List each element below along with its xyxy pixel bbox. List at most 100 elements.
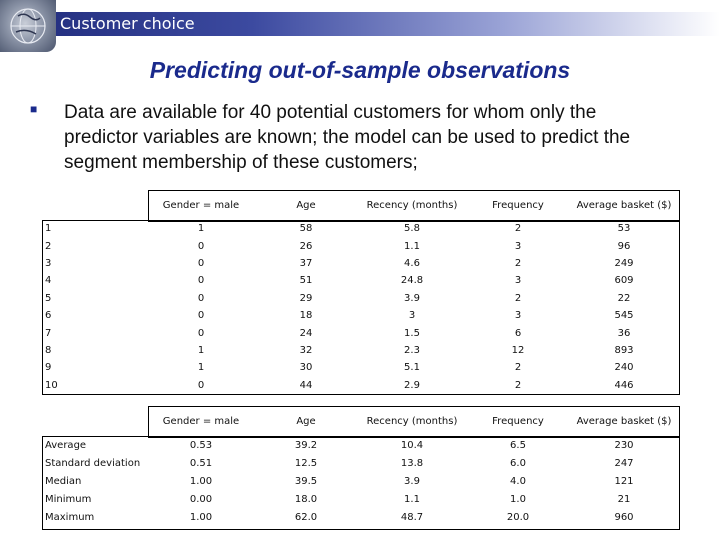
bullet-point: ■ Data are available for 40 potential cu… — [30, 100, 670, 175]
table-cell: 0.53 — [189, 439, 213, 451]
table-cell: 1 — [197, 362, 205, 374]
table-row: 2 0 26 1.1 3 96 — [42, 237, 678, 254]
table-cell: 3 — [408, 310, 416, 322]
table-cell: 0 — [197, 310, 205, 322]
table-cell: 1.5 — [404, 327, 420, 339]
table-cell: 10.4 — [400, 439, 424, 451]
table-cell: 2 — [514, 223, 522, 235]
table-cell: 18 — [299, 310, 313, 322]
table-cell: 240 — [614, 362, 634, 374]
table-cell: 0 — [197, 257, 205, 269]
table-cell: 1.00 — [189, 511, 213, 523]
table-row: 9 1 30 5.1 2 240 — [42, 359, 678, 376]
table-cell: 12.5 — [294, 457, 318, 469]
table-cell: 62.0 — [294, 511, 318, 523]
row-label: 3 — [45, 257, 52, 269]
table-row: Minimum 0.00 18.0 1.1 1.0 21 — [42, 490, 678, 508]
table-cell: 18.0 — [294, 493, 318, 505]
table-row: Maximum 1.00 62.0 48.7 20.0 960 — [42, 508, 678, 526]
column-header: Age — [296, 200, 316, 211]
row-label: Standard deviation — [45, 457, 141, 469]
row-label: 9 — [45, 362, 52, 374]
table-cell: 446 — [614, 379, 634, 391]
table2-body-frame — [42, 436, 680, 530]
table-cell: 30 — [299, 362, 313, 374]
bullet-text: Data are available for 40 potential cust… — [64, 102, 631, 173]
column-header: Frequency — [492, 416, 544, 427]
table-row: 10 0 44 2.9 2 446 — [42, 377, 678, 394]
column-header: Gender = male — [162, 416, 240, 427]
table-header-row: Gender = male Age Recency (months) Frequenc… — [42, 191, 678, 220]
table-cell: 0 — [197, 379, 205, 391]
column-header: Age — [296, 416, 316, 427]
table-cell: 247 — [614, 457, 634, 469]
table-row: 1 1 58 5.8 2 53 — [42, 220, 678, 237]
column-header: Frequency — [492, 200, 544, 211]
table-cell: 121 — [614, 475, 634, 487]
table-cell: 249 — [614, 257, 634, 269]
table-row: Median 1.00 39.5 3.9 4.0 121 — [42, 472, 678, 490]
table-cell: 1.1 — [404, 240, 420, 252]
table-cell: 5.1 — [404, 362, 420, 374]
table-cell: 2.9 — [404, 379, 420, 391]
table-cell: 24.8 — [400, 275, 424, 287]
table-cell: 24 — [299, 327, 313, 339]
table-cell: 21 — [617, 493, 631, 505]
table-row: 8 1 32 2.3 12 893 — [42, 342, 678, 359]
table-cell: 3 — [514, 240, 522, 252]
table-cell: 4.6 — [404, 257, 420, 269]
row-label: 5 — [45, 292, 52, 304]
table-row: 3 0 37 4.6 2 249 — [42, 255, 678, 272]
row-label: 6 — [45, 310, 52, 322]
table-cell: 5.8 — [404, 223, 420, 235]
globe-icon — [10, 8, 46, 44]
table-cell: 51 — [299, 275, 313, 287]
table-cell: 53 — [617, 223, 631, 235]
table-cell: 4.0 — [510, 475, 526, 487]
table-cell: 6.5 — [510, 439, 526, 451]
table-cell: 26 — [299, 240, 313, 252]
table-row: 7 0 24 1.5 6 36 — [42, 324, 678, 341]
table-row: Average 0.53 39.2 10.4 6.5 230 — [42, 436, 678, 454]
column-header: Average basket ($) — [576, 200, 672, 211]
square-bullet-icon: ■ — [30, 102, 38, 116]
customer-table: Gender = male Age Recency (months) Frequenc… — [42, 191, 678, 394]
table-cell: 893 — [614, 344, 634, 356]
column-header: Recency (months) — [366, 200, 458, 211]
table-cell: 22 — [617, 292, 631, 304]
table-cell: 3 — [514, 275, 522, 287]
table1-header-frame — [148, 190, 680, 222]
table-cell: 960 — [614, 511, 634, 523]
table-cell: 2.3 — [404, 344, 420, 356]
table-cell: 6 — [514, 327, 522, 339]
row-label: Median — [45, 475, 82, 487]
table-cell: 6.0 — [510, 457, 526, 469]
table-cell: 37 — [299, 257, 313, 269]
table-cell: 3.9 — [404, 475, 420, 487]
table-cell: 44 — [299, 379, 313, 391]
table2-header-frame — [148, 406, 680, 438]
slide-title: Predicting out-of-sample observations — [149, 57, 571, 83]
table-cell: 0 — [197, 292, 205, 304]
table-cell: 1 — [197, 344, 205, 356]
table-cell: 0 — [197, 240, 205, 252]
table-cell: 32 — [299, 344, 313, 356]
table-row: 5 0 29 3.9 2 22 — [42, 290, 678, 307]
column-header: Average basket ($) — [576, 416, 672, 427]
header-corner — [42, 407, 148, 436]
row-label: Average — [45, 439, 87, 451]
table1-body-frame — [42, 220, 680, 395]
table-cell: 0 — [197, 327, 205, 339]
column-header: Gender = male — [162, 200, 240, 211]
row-label: Maximum — [45, 511, 95, 523]
table-cell: 2 — [514, 292, 522, 304]
table-cell: 20.0 — [506, 511, 530, 523]
table-cell: 29 — [299, 292, 313, 304]
table-cell: 12 — [511, 344, 525, 356]
table-cell: 36 — [617, 327, 631, 339]
table-cell: 3.9 — [404, 292, 420, 304]
header-title: Customer choice — [60, 14, 195, 33]
row-label: 1 — [45, 223, 52, 235]
table-cell: 13.8 — [400, 457, 424, 469]
table-cell: 1.0 — [510, 493, 526, 505]
